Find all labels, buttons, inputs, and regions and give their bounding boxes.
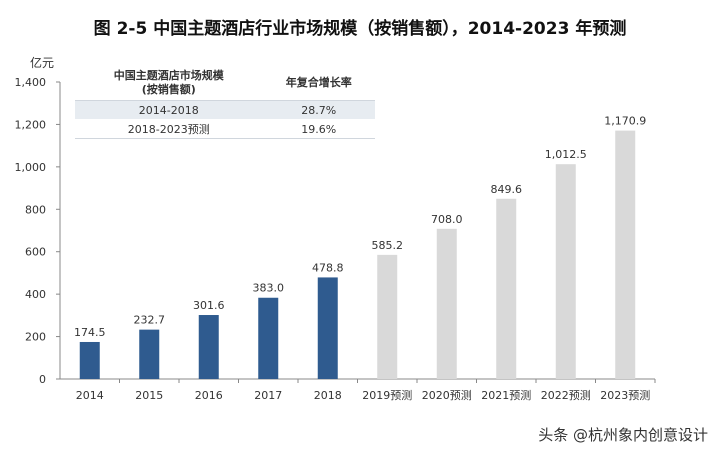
chart-title: 图 2-5 中国主题酒店行业市场规模（按销售额），2014-2023 年预测 [93,19,627,39]
bar [555,164,576,379]
data-label: 301.6 [193,299,225,312]
data-label: 585.2 [372,239,404,252]
data-label: 1,170.9 [604,115,646,128]
y-tick-label: 1,400 [15,76,47,89]
x-tick-label: 2022预测 [541,389,591,402]
x-tick-label: 2018 [314,389,342,402]
bar [317,277,338,379]
data-label: 232.7 [134,314,166,327]
bar [198,315,219,379]
table-header-market: 中国主题酒店市场规模 (按销售额) [113,69,224,96]
y-tick-label: 800 [25,203,46,216]
data-label: 849.6 [491,183,523,196]
data-label: 708.0 [431,213,463,226]
data-label: 1,012.5 [545,148,587,161]
bar [615,130,636,379]
bar [79,341,100,379]
x-tick-label: 2019预测 [362,389,412,402]
x-tick-label: 2017 [254,389,282,402]
table-header-cagr: 年复合增长率 [285,76,352,89]
cagr-table: 中国主题酒店市场规模 (按销售额) 年复合增长率 2014-2018 28.7% 2… [75,66,375,139]
bar [436,228,457,379]
x-tick-label: 2023预测 [600,389,650,402]
y-tick-label: 400 [25,288,46,301]
table-cell: 28.7% [262,100,375,120]
y-tick-label: 1,200 [15,118,47,131]
bar [496,198,517,379]
y-tick-label: 600 [25,246,46,259]
data-label: 383.0 [253,282,285,295]
bar [258,297,279,379]
y-axis-unit: 亿元 [30,56,55,70]
bar [139,329,160,379]
x-tick-label: 2015 [135,389,163,402]
x-tick-label: 2016 [195,389,223,402]
y-tick-label: 1,000 [15,161,47,174]
x-tick-label: 2020预测 [422,389,472,402]
data-label: 174.5 [74,326,106,339]
table-cell: 19.6% [262,119,375,139]
data-label: 478.8 [312,261,344,274]
bar [377,254,398,379]
y-tick-label: 200 [25,331,46,344]
y-tick-label: 0 [39,373,46,386]
source-credit: 头条 @杭州象内创意设计 [538,426,708,444]
x-tick-label: 2014 [76,389,104,402]
x-tick-label: 2021预测 [481,389,531,402]
table-cell: 2018-2023预测 [75,119,263,139]
table-cell: 2014-2018 [75,100,263,120]
